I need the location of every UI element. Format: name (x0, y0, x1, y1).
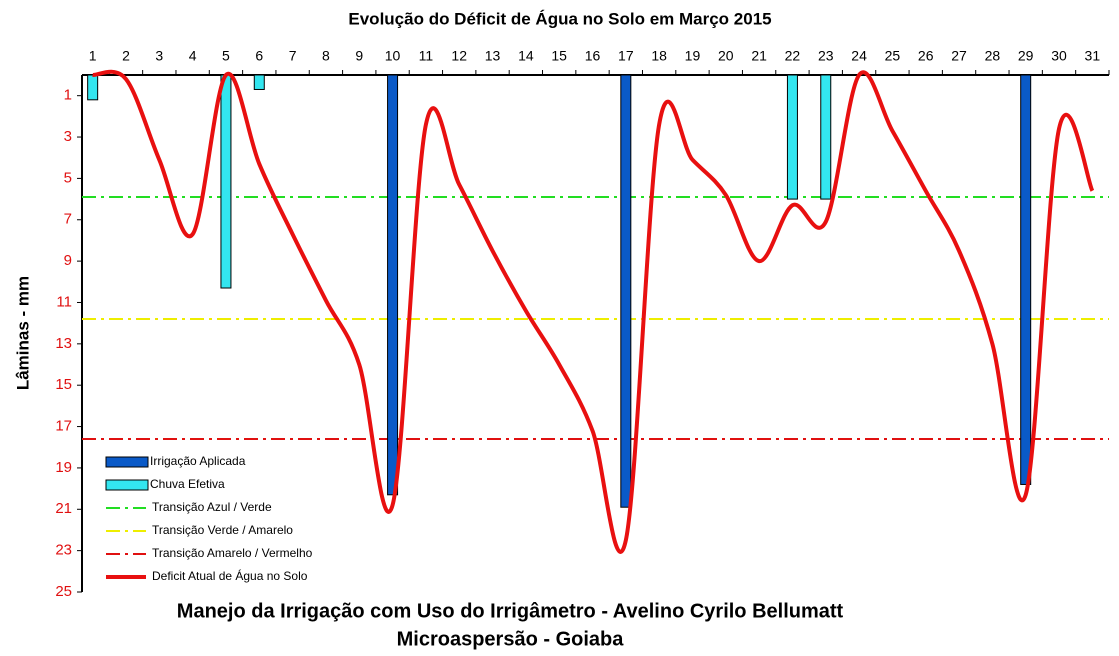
legend-label: Transição Amarelo / Vermelho (152, 546, 313, 560)
x-tick-label: 19 (685, 48, 701, 64)
bar (387, 74, 399, 496)
bar (1020, 74, 1032, 485)
x-tick-label: 21 (751, 48, 767, 64)
deficit-line (92, 69, 1095, 554)
x-tick-label: 9 (355, 48, 363, 64)
x-tick-label: 29 (1018, 48, 1034, 64)
x-tick-label: 30 (1051, 48, 1067, 64)
x-tick-label: 14 (518, 48, 534, 64)
y-tick-label: 19 (55, 459, 72, 476)
y-tick-label: 15 (55, 376, 72, 393)
x-tick-label: 3 (155, 48, 163, 64)
x-tick-label: 5 (222, 48, 230, 64)
bar (620, 74, 632, 508)
y-tick-label: 13 (55, 335, 72, 352)
x-tick-label: 20 (718, 48, 734, 64)
x-tick-label: 2 (122, 48, 130, 64)
y-tick-label: 9 (64, 252, 72, 269)
x-tick-label: 1 (89, 48, 97, 64)
y-tick-label: 21 (55, 500, 72, 517)
x-tick-label: 15 (551, 48, 567, 64)
legend-label: Transição Azul / Verde (152, 500, 272, 514)
chart-title: Evolução do Déficit de Água no Solo em M… (348, 9, 771, 28)
x-tick-label: 10 (385, 48, 401, 64)
y-tick-label: 1 (64, 87, 72, 104)
y-tick-label: 25 (55, 583, 72, 600)
x-tick-label: 26 (918, 48, 934, 64)
x-tick-label: 7 (289, 48, 297, 64)
legend-label: Deficit Atual de Água no Solo (152, 568, 308, 583)
subtitle: Manejo da Irrigação com Uso do Irrigâmet… (177, 600, 844, 622)
x-tick-label: 17 (618, 48, 634, 64)
x-tick-label: 31 (1085, 48, 1101, 64)
x-tick-label: 6 (255, 48, 263, 64)
x-tick-label: 24 (851, 48, 867, 64)
bar (220, 74, 232, 289)
x-tick-label: 11 (419, 48, 434, 64)
bar (786, 74, 798, 200)
legend-swatch (105, 479, 149, 491)
y-tick-label: 17 (55, 418, 72, 435)
legend-label: Chuva Efetiva (150, 477, 225, 491)
y-tick-label: 11 (56, 293, 72, 310)
legend-label: Transição Verde / Amarelo (152, 523, 293, 537)
x-tick-label: 27 (951, 48, 967, 64)
y-tick-label: 7 (64, 211, 72, 228)
x-tick-label: 22 (785, 48, 801, 64)
bar (87, 74, 99, 101)
legend-swatch (105, 456, 149, 468)
bar (820, 74, 832, 200)
y-tick-label: 23 (55, 542, 72, 559)
x-tick-label: 8 (322, 48, 330, 64)
y-tick-label: 5 (64, 169, 72, 186)
y-tick-label: 3 (64, 128, 72, 145)
x-tick-label: 23 (818, 48, 834, 64)
x-tick-label: 25 (885, 48, 901, 64)
x-tick-label: 18 (651, 48, 667, 64)
bar (253, 74, 265, 90)
legend-label: Irrigação Aplicada (150, 454, 246, 468)
x-tick-label: 28 (985, 48, 1001, 64)
subtitle: Microaspersão - Goiaba (397, 628, 625, 650)
x-tick-label: 12 (451, 48, 467, 64)
x-tick-label: 13 (485, 48, 501, 64)
y-axis-label: Lâminas - mm (13, 276, 32, 390)
x-tick-label: 4 (189, 48, 197, 64)
x-tick-label: 16 (585, 48, 601, 64)
